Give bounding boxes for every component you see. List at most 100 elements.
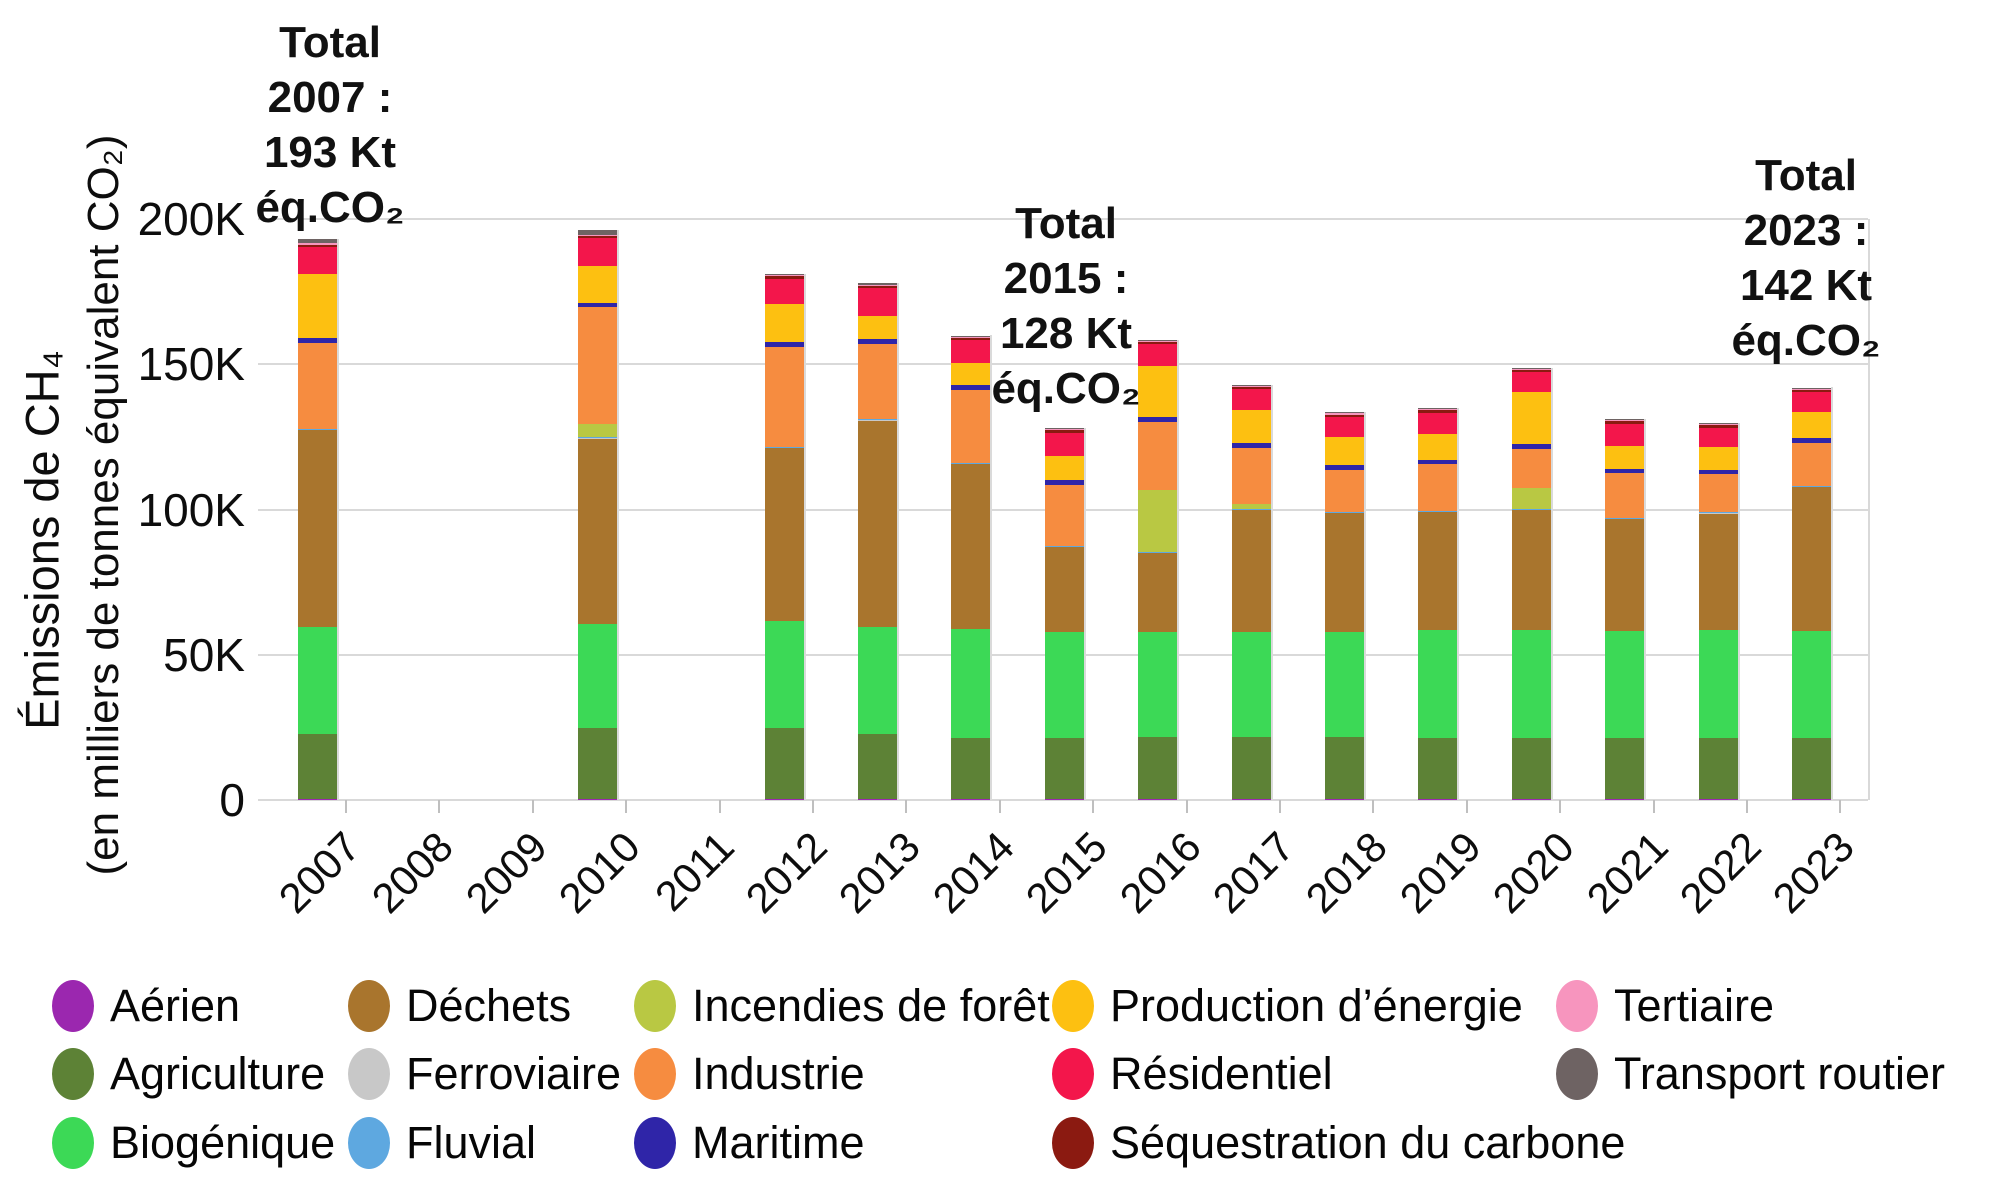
bar-segment xyxy=(857,419,897,421)
legend-swatch-icon xyxy=(348,1048,390,1100)
bar-segment xyxy=(1044,429,1084,431)
bar-segment xyxy=(764,304,804,342)
y-tick-label: 150K xyxy=(137,338,245,391)
bar-2012 xyxy=(764,273,806,800)
bar-segment xyxy=(764,620,804,729)
gridline-y xyxy=(258,799,1868,801)
bar-segment xyxy=(1511,630,1551,739)
plot-right-border xyxy=(1868,219,1870,800)
bar-segment xyxy=(297,429,337,430)
bar-segment xyxy=(857,734,897,800)
bar-segment xyxy=(1044,428,1084,430)
bar-segment xyxy=(764,346,804,447)
bar-segment xyxy=(297,243,337,245)
legend-swatch-icon xyxy=(52,1048,94,1100)
bar-segment xyxy=(951,339,991,363)
bar-segment xyxy=(1324,412,1364,414)
bar-segment xyxy=(1231,509,1271,510)
bar-2007 xyxy=(297,239,339,800)
bar-segment xyxy=(951,336,991,338)
bar-segment xyxy=(764,447,804,621)
bar-segment xyxy=(1791,411,1831,439)
bar-segment xyxy=(857,420,897,627)
bar-segment xyxy=(1231,447,1271,504)
legend-swatch-icon xyxy=(348,1117,390,1169)
bar-segment xyxy=(951,337,991,340)
bar-segment xyxy=(1698,513,1738,631)
bar-segment xyxy=(951,362,991,385)
legend-label: Séquestration du carbone xyxy=(1110,1117,1626,1168)
bar-segment xyxy=(1511,444,1551,449)
bar-segment xyxy=(1418,410,1458,413)
legend-label: Industrie xyxy=(692,1048,865,1099)
bar-segment xyxy=(1324,632,1364,738)
bar-segment xyxy=(577,302,617,308)
bar-segment xyxy=(577,230,617,235)
bar-segment xyxy=(1698,424,1738,426)
legend-item: Production d’énergie xyxy=(1052,980,1523,1032)
bar-segment xyxy=(1044,432,1084,456)
bar-segment xyxy=(1044,799,1084,800)
bar-segment xyxy=(1791,799,1831,800)
legend-item: Transport routier xyxy=(1556,1048,1945,1100)
bar-segment xyxy=(1698,512,1738,514)
bar-segment xyxy=(1418,511,1458,631)
x-tick xyxy=(345,800,347,813)
x-tick xyxy=(1746,800,1748,813)
bar-segment xyxy=(1418,412,1458,434)
bar-segment xyxy=(951,335,991,337)
legend-item: Fluvial xyxy=(348,1117,536,1169)
bar-segment xyxy=(1231,442,1271,448)
bar-2022 xyxy=(1698,423,1740,800)
bar-segment xyxy=(1138,340,1178,341)
y-tick-label: 200K xyxy=(137,193,245,245)
legend-item: Maritime xyxy=(634,1117,865,1169)
legend-label: Transport routier xyxy=(1614,1048,1945,1099)
bar-segment xyxy=(1791,388,1831,390)
bar-segment xyxy=(1511,448,1551,488)
bar-segment xyxy=(577,437,617,439)
bar-segment xyxy=(764,446,804,448)
bar-segment xyxy=(297,338,337,344)
bar-segment xyxy=(1231,508,1271,510)
bar-segment xyxy=(1418,464,1458,511)
bar-segment xyxy=(1044,546,1084,633)
bar-segment xyxy=(1605,631,1645,739)
bar-segment xyxy=(1138,342,1178,345)
bar-segment xyxy=(951,738,991,800)
gridline-y xyxy=(258,363,1868,366)
bar-segment xyxy=(1044,738,1084,800)
bar-segment xyxy=(951,384,991,390)
bar-2023 xyxy=(1791,387,1833,800)
bar-segment xyxy=(1791,391,1831,412)
bar-segment xyxy=(951,462,991,464)
legend-swatch-icon xyxy=(1052,1048,1094,1100)
bar-segment xyxy=(764,275,804,277)
bar-segment xyxy=(857,315,897,339)
bar-segment xyxy=(1138,552,1178,554)
bar-segment xyxy=(1698,512,1738,513)
legend-swatch-icon xyxy=(348,980,390,1032)
bar-segment xyxy=(1044,455,1084,481)
legend-swatch-icon xyxy=(1052,980,1094,1032)
x-tick xyxy=(625,800,628,813)
bar-2014 xyxy=(951,335,993,800)
bar-segment xyxy=(1605,421,1645,424)
bar-segment xyxy=(1605,518,1645,519)
bar-segment xyxy=(1324,512,1364,513)
bar-segment xyxy=(1698,427,1738,447)
bar-segment xyxy=(1138,489,1178,552)
bar-segment xyxy=(1324,737,1364,800)
legend-label: Résidentiel xyxy=(1110,1048,1333,1099)
legend-label: Aérien xyxy=(110,980,241,1031)
bar-segment xyxy=(297,428,337,430)
bar-segment xyxy=(1791,389,1831,392)
x-tick xyxy=(905,800,908,813)
x-tick xyxy=(1185,800,1188,813)
bar-segment xyxy=(1605,445,1645,469)
bar-segment xyxy=(1605,518,1645,632)
bar-segment xyxy=(1605,419,1645,421)
bar-segment xyxy=(1698,425,1738,428)
bar-segment xyxy=(1324,512,1364,633)
